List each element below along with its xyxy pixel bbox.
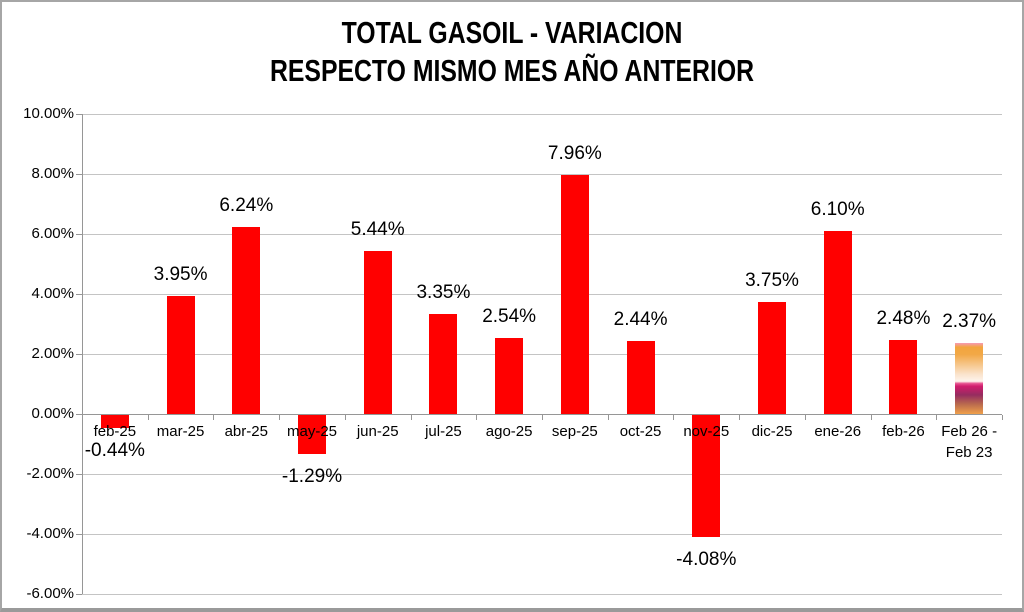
gridline (82, 234, 1002, 235)
category-label: jun-25 (356, 423, 399, 440)
bar-value-label: 2.48% (876, 307, 931, 329)
bar-dic-25 (758, 301, 786, 414)
x-axis-tick (936, 415, 938, 420)
y-axis-tick (76, 474, 82, 475)
chart-title-line2: RESPECTO MISMO MES AÑO ANTERIOR (269, 53, 755, 88)
x-axis-tick (804, 415, 806, 420)
category-label: oct-25 (619, 423, 662, 440)
x-axis-tick (1002, 415, 1003, 420)
gridline (82, 594, 1002, 595)
bar-value-label: 6.24% (219, 194, 274, 216)
category-label: may-25 (286, 423, 338, 440)
bar-value-label: 3.75% (745, 269, 799, 291)
bar-oct-25 (626, 340, 655, 414)
bar-may-25 (298, 415, 326, 454)
bar-jul-25 (429, 313, 458, 414)
category-label: sep-25 (551, 423, 598, 440)
x-axis-tick (542, 415, 543, 420)
bar-value-label: -4.08% (676, 549, 737, 571)
bar-value-label: 3.95% (153, 263, 208, 285)
bar-sep-25 (560, 175, 589, 414)
y-axis-tick (76, 534, 82, 535)
y-axis-label: -2.00% (26, 465, 74, 482)
x-axis-tick (410, 415, 412, 420)
category-label: dic-25 (751, 423, 793, 440)
x-axis-tick (673, 415, 675, 420)
category-label: Feb 26 - Feb 23 (941, 423, 998, 461)
bar-feb-26-feb-23 (955, 342, 984, 414)
y-axis-tick (76, 174, 82, 175)
x-axis-tick (607, 415, 609, 420)
y-axis-label: 6.00% (31, 225, 74, 242)
x-axis-tick (82, 415, 83, 420)
bar-mar-25 (166, 295, 195, 414)
bar-value-label: 7.96% (547, 143, 602, 165)
category-label: mar-25 (156, 423, 205, 440)
bar-feb-25 (100, 415, 129, 429)
y-axis-label: 4.00% (31, 285, 74, 302)
zero-line (82, 414, 1002, 415)
gridline (82, 474, 1002, 475)
y-axis-label: 2.00% (31, 345, 74, 362)
y-axis-label: 0.00% (31, 405, 74, 422)
gridline (82, 354, 1002, 355)
y-axis-tick (76, 354, 82, 355)
x-axis-tick (213, 415, 215, 420)
x-axis-tick (344, 415, 346, 420)
bar-abr-25 (232, 226, 261, 414)
bar-value-label: 3.35% (416, 281, 471, 303)
bar-jun-25 (363, 250, 392, 414)
bar-ene-26 (823, 231, 852, 414)
gridline (82, 534, 1002, 535)
y-axis-tick (76, 414, 82, 415)
gridline (82, 174, 1002, 175)
y-axis-label: 10.00% (23, 105, 74, 122)
category-label: feb-26 (882, 423, 925, 440)
category-label: ago-25 (485, 423, 533, 440)
bar-value-label: 6.10% (810, 199, 865, 220)
y-axis-label: -4.00% (26, 525, 74, 542)
gridline (82, 294, 1002, 295)
y-axis-line (82, 114, 83, 594)
x-axis-tick (870, 415, 872, 420)
gridline (82, 114, 1002, 115)
x-axis-tick (476, 415, 478, 420)
x-axis-tick (147, 415, 149, 420)
y-axis-tick (76, 294, 82, 295)
y-axis-label: 8.00% (31, 165, 74, 182)
bar-ago-25 (495, 337, 524, 414)
bar-value-label: 2.54% (482, 305, 537, 327)
bar-nov-25 (692, 415, 721, 538)
bar-feb-26 (889, 339, 918, 414)
y-axis-tick (76, 594, 82, 595)
category-label: nov-25 (683, 423, 730, 440)
x-axis-tick (739, 415, 741, 420)
x-axis-tick (279, 415, 281, 420)
y-axis-tick (76, 114, 82, 115)
bar-value-label: -1.29% (281, 465, 343, 487)
y-axis-tick (76, 234, 82, 235)
category-label: abr-25 (224, 423, 268, 440)
y-axis-label: -6.00% (26, 585, 74, 602)
bar-value-label: 2.37% (942, 310, 997, 332)
category-label: jul-25 (425, 423, 462, 440)
bar-value-label: 5.44% (350, 218, 405, 240)
category-label: feb-25 (93, 423, 137, 440)
bar-value-label: -0.44% (84, 440, 145, 462)
category-label: ene-26 (814, 423, 862, 440)
chart-title-line1: TOTAL GASOIL - VARIACION (341, 15, 683, 50)
bar-value-label: 2.44% (613, 308, 668, 330)
chart-title: TOTAL GASOIL - VARIACION RESPECTO MISMO … (104, 14, 920, 90)
